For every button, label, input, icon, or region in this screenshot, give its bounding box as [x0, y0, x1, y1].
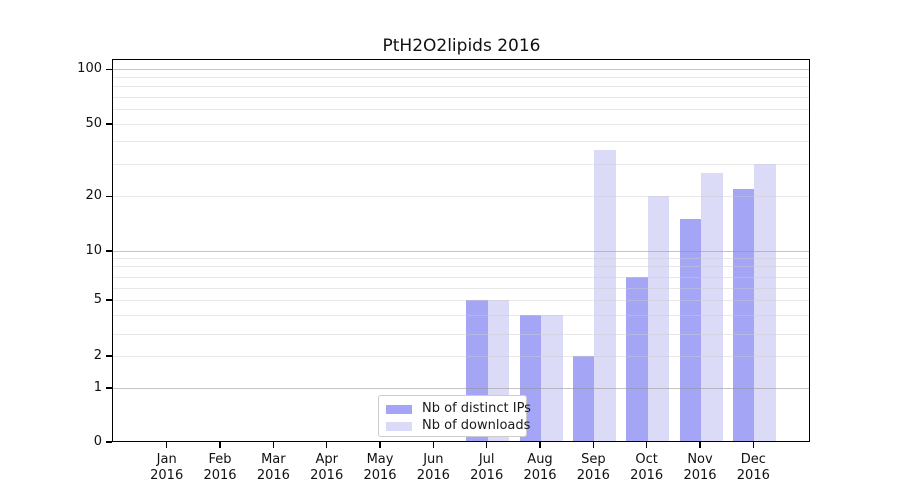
y-tick-mark-0	[106, 441, 112, 443]
gridline-100	[113, 68, 810, 70]
bar-nb-of-downloads-sep-2016	[594, 149, 616, 442]
x-tick-label-feb-2016: Feb 2016	[203, 452, 237, 483]
y-tick-mark-100	[106, 68, 112, 70]
gridline-30	[113, 163, 810, 165]
x-tick-mark-sep-2016	[592, 442, 594, 448]
gridline-3	[113, 333, 810, 335]
gridline-10	[113, 250, 810, 252]
x-tick-mark-jul-2016	[486, 442, 488, 448]
bar-nb-of-distinct-ips-nov-2016	[679, 219, 701, 442]
x-tick-mark-aug-2016	[539, 442, 541, 448]
chart-title: PtH2O2lipids 2016	[382, 36, 541, 56]
gridline-50	[113, 123, 810, 125]
y-tick-mark-20	[106, 195, 112, 197]
y-tick-mark-1	[106, 387, 112, 389]
x-tick-label-sep-2016: Sep 2016	[576, 452, 610, 483]
y-tick-label-1: 1	[93, 380, 102, 395]
gridline-7	[113, 276, 810, 278]
gridline-80	[113, 85, 810, 87]
y-tick-mark-10	[106, 250, 112, 252]
x-tick-label-jan-2016: Jan 2016	[150, 452, 184, 483]
gridline-4	[113, 314, 810, 316]
y-tick-label-0: 0	[93, 434, 102, 449]
bar-nb-of-downloads-oct-2016	[647, 196, 670, 442]
y-tick-label-5: 5	[93, 292, 102, 307]
legend-item-nb-of-downloads: Nb of downloads	[386, 418, 530, 434]
x-tick-mark-may-2016	[379, 442, 381, 448]
gridline-2	[113, 355, 810, 357]
gridline-1	[113, 387, 810, 389]
x-tick-label-jun-2016: Jun 2016	[416, 452, 450, 483]
gridline-20	[113, 195, 810, 197]
legend-swatch-nb-of-distinct-ips	[386, 404, 412, 414]
x-tick-mark-apr-2016	[326, 442, 328, 448]
x-tick-label-mar-2016: Mar 2016	[256, 452, 290, 483]
x-tick-mark-dec-2016	[752, 442, 754, 448]
y-tick-mark-50	[106, 123, 112, 125]
y-tick-label-100: 100	[77, 61, 102, 77]
legend-label: Nb of downloads	[422, 418, 531, 433]
x-tick-mark-jun-2016	[432, 442, 434, 448]
x-tick-label-dec-2016: Dec 2016	[736, 452, 770, 483]
bar-nb-of-downloads-nov-2016	[701, 172, 723, 442]
gridline-40	[113, 141, 810, 143]
x-tick-mark-nov-2016	[699, 442, 701, 448]
bar-nb-of-distinct-ips-dec-2016	[732, 188, 755, 442]
x-tick-label-aug-2016: Aug 2016	[523, 452, 557, 483]
x-tick-label-may-2016: May 2016	[363, 452, 397, 483]
y-tick-label-20: 20	[85, 188, 102, 204]
gridline-60	[113, 109, 810, 111]
y-tick-label-2: 2	[93, 348, 102, 363]
bar-nb-of-distinct-ips-sep-2016	[572, 356, 595, 442]
bar-nb-of-distinct-ips-oct-2016	[626, 277, 648, 442]
legend: Nb of distinct IPs Nb of downloads	[378, 395, 531, 437]
legend-swatch-nb-of-downloads	[386, 421, 412, 431]
gridline-6	[113, 287, 810, 289]
gridline-5	[113, 299, 810, 301]
x-tick-mark-oct-2016	[646, 442, 648, 448]
gridline-90	[113, 76, 810, 78]
y-tick-mark-5	[106, 299, 112, 301]
gridline-8	[113, 266, 810, 267]
legend-item-nb-of-distinct-ips: Nb of distinct IPs	[386, 401, 531, 417]
gridline-9	[113, 257, 810, 259]
y-tick-label-50: 50	[85, 116, 102, 131]
x-tick-label-nov-2016: Nov 2016	[683, 452, 717, 483]
bar-nb-of-downloads-aug-2016	[541, 315, 563, 442]
x-tick-mark-jan-2016	[166, 442, 168, 448]
bar-nb-of-downloads-dec-2016	[754, 164, 776, 442]
x-tick-mark-mar-2016	[272, 442, 274, 448]
x-tick-label-apr-2016: Apr 2016	[310, 452, 344, 483]
x-tick-mark-feb-2016	[219, 442, 221, 448]
legend-label: Nb of distinct IPs	[422, 401, 531, 416]
gridline-70	[113, 96, 810, 98]
x-tick-label-oct-2016: Oct 2016	[630, 452, 664, 483]
x-tick-label-jul-2016: Jul 2016	[470, 452, 504, 483]
y-tick-mark-2	[106, 355, 112, 357]
y-tick-label-10: 10	[85, 243, 102, 258]
